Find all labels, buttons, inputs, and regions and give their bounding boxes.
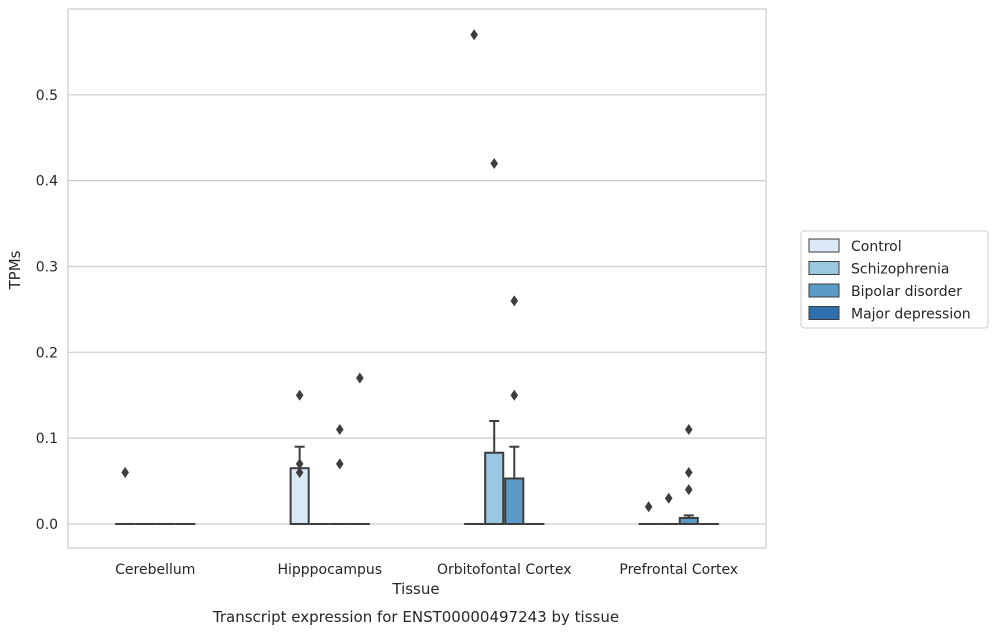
legend-swatch (808, 283, 840, 298)
x-tick-label: Hipppocampus (277, 562, 382, 578)
outlier-point (335, 458, 344, 470)
outlier-point (356, 372, 364, 384)
legend-entry: Bipolar disorder (851, 284, 962, 300)
outlier-point (684, 424, 693, 436)
y-tick-label: 0.3 (36, 259, 58, 275)
outlier-point (664, 492, 673, 504)
legend-swatch (808, 261, 840, 275)
outlier-point (510, 389, 519, 401)
box (504, 477, 525, 525)
outlier-point (121, 466, 129, 478)
x-axis-ticks: Cerebellum Hipppocampus Orbitofontal Corte… (115, 562, 738, 578)
outlier-point (335, 424, 344, 436)
legend-entry: Schizophrenia (851, 262, 949, 278)
outlier-point (295, 389, 304, 401)
y-tick-label: 0.4 (36, 174, 58, 190)
y-axis-label: TPMs (6, 250, 24, 290)
outlier-point (490, 157, 499, 169)
outlier-point (470, 29, 478, 41)
x-axis-label: Tissue (391, 580, 439, 598)
legend-swatch (808, 238, 840, 253)
y-tick-label: 0.2 (36, 345, 58, 361)
plot-area-frame (67, 8, 767, 549)
y-tick-label: 0.5 (36, 88, 58, 104)
chart-caption: Transcript expression for ENST0000049724… (212, 608, 619, 626)
x-tick-label: Orbitofontal Cortex (437, 562, 572, 578)
outlier-point (295, 466, 304, 478)
outlier-point (684, 466, 693, 478)
box (484, 451, 505, 525)
legend-entry: Major depression (851, 307, 971, 323)
outlier-point (295, 458, 304, 470)
outlier-point (510, 295, 519, 307)
y-axis-ticks: 0.0 0.1 0.2 0.3 0.4 0.5 (36, 88, 58, 533)
x-tick-label: Prefrontal Cortex (619, 562, 738, 578)
x-tick-label: Cerebellum (115, 562, 195, 578)
gridlines (68, 94, 766, 525)
legend-entry: Control (851, 239, 902, 255)
legend: Control Schizophrenia Bipolar disorder Majo… (800, 230, 989, 329)
box-marks (115, 29, 719, 525)
outlier-point (684, 484, 693, 496)
legend-frame (800, 230, 989, 329)
outlier-point (644, 501, 653, 513)
y-tick-label: 0.0 (36, 517, 58, 533)
y-tick-label: 0.1 (36, 431, 58, 447)
legend-swatch (808, 306, 840, 320)
